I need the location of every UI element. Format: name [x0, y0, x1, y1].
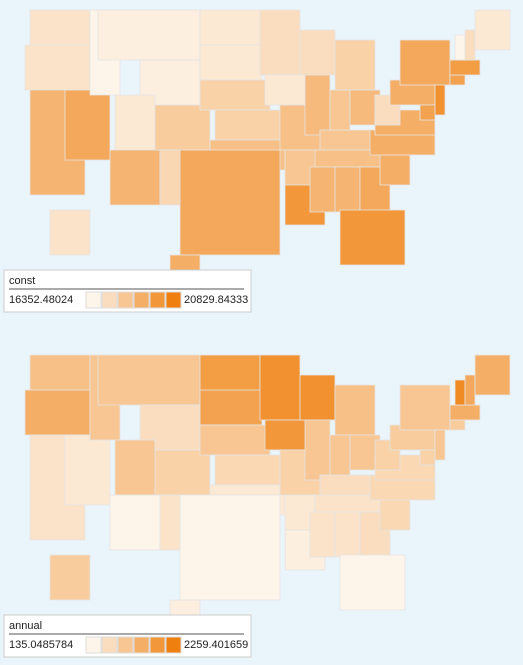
state	[154, 104, 211, 151]
state	[309, 166, 336, 213]
state	[304, 74, 331, 136]
state	[334, 511, 361, 558]
legend-max: 2259.401659	[184, 639, 248, 651]
state	[109, 494, 161, 551]
state	[24, 389, 91, 436]
state	[29, 354, 91, 391]
state	[399, 384, 451, 431]
state	[49, 554, 91, 601]
legend-swatch	[101, 291, 118, 309]
legend-swatch	[85, 291, 102, 309]
legend-swatch	[149, 291, 166, 309]
state	[454, 379, 466, 406]
state	[199, 79, 271, 111]
state	[449, 74, 466, 86]
state	[339, 209, 406, 266]
state	[434, 84, 446, 116]
legend-swatch	[133, 291, 150, 309]
map: const 16352.48024 20829.84333	[3, 9, 511, 313]
state	[64, 434, 111, 506]
map: annual 135.0485784 2259.401659	[3, 354, 511, 658]
state	[199, 424, 271, 456]
state	[199, 354, 261, 396]
state	[264, 419, 311, 451]
legend-min: 16352.48024	[9, 294, 73, 306]
state	[214, 454, 281, 486]
legend-swatch	[117, 291, 134, 309]
state	[309, 511, 336, 558]
state	[379, 499, 411, 531]
state	[114, 94, 156, 151]
legend: annual 135.0485784 2259.401659	[3, 614, 252, 658]
legend-swatch	[149, 636, 166, 654]
state	[474, 9, 511, 51]
legend-swatch	[85, 636, 102, 654]
state	[334, 39, 376, 91]
state	[199, 389, 263, 426]
state	[259, 354, 301, 421]
legend-swatch	[101, 636, 118, 654]
state	[399, 39, 451, 86]
state	[419, 449, 436, 466]
state	[97, 354, 201, 406]
state	[199, 44, 263, 81]
state	[464, 374, 476, 406]
state	[434, 429, 446, 461]
legend: const 16352.48024 20829.84333	[3, 269, 252, 313]
state	[329, 89, 351, 136]
state	[419, 104, 436, 121]
state	[24, 44, 91, 91]
legend-min: 135.0485784	[9, 639, 73, 651]
legend-title: const	[9, 275, 35, 287]
state	[214, 109, 281, 141]
state	[339, 554, 406, 611]
legend-swatch	[165, 291, 182, 309]
state	[179, 149, 281, 256]
state	[334, 166, 361, 213]
legend-max: 20829.84333	[184, 294, 248, 306]
state	[64, 89, 111, 161]
legend-title: annual	[9, 620, 42, 632]
state	[179, 494, 281, 601]
state	[464, 29, 476, 61]
state	[169, 254, 201, 271]
state	[334, 384, 376, 436]
state	[299, 29, 336, 76]
state	[169, 599, 201, 616]
state	[29, 9, 91, 46]
state	[97, 9, 201, 61]
state	[379, 154, 411, 186]
state	[49, 209, 91, 256]
state	[449, 419, 466, 431]
state	[199, 9, 261, 51]
state	[154, 449, 211, 496]
state	[259, 9, 301, 76]
state	[304, 419, 331, 481]
state	[449, 59, 481, 76]
legend-swatch	[165, 636, 182, 654]
state	[264, 74, 311, 106]
state	[109, 149, 161, 206]
state	[474, 354, 511, 396]
state	[299, 374, 336, 421]
legend-swatch	[117, 636, 134, 654]
state	[114, 439, 156, 496]
state	[329, 434, 351, 481]
state	[449, 404, 481, 421]
legend-swatch	[133, 636, 150, 654]
state	[454, 34, 466, 61]
